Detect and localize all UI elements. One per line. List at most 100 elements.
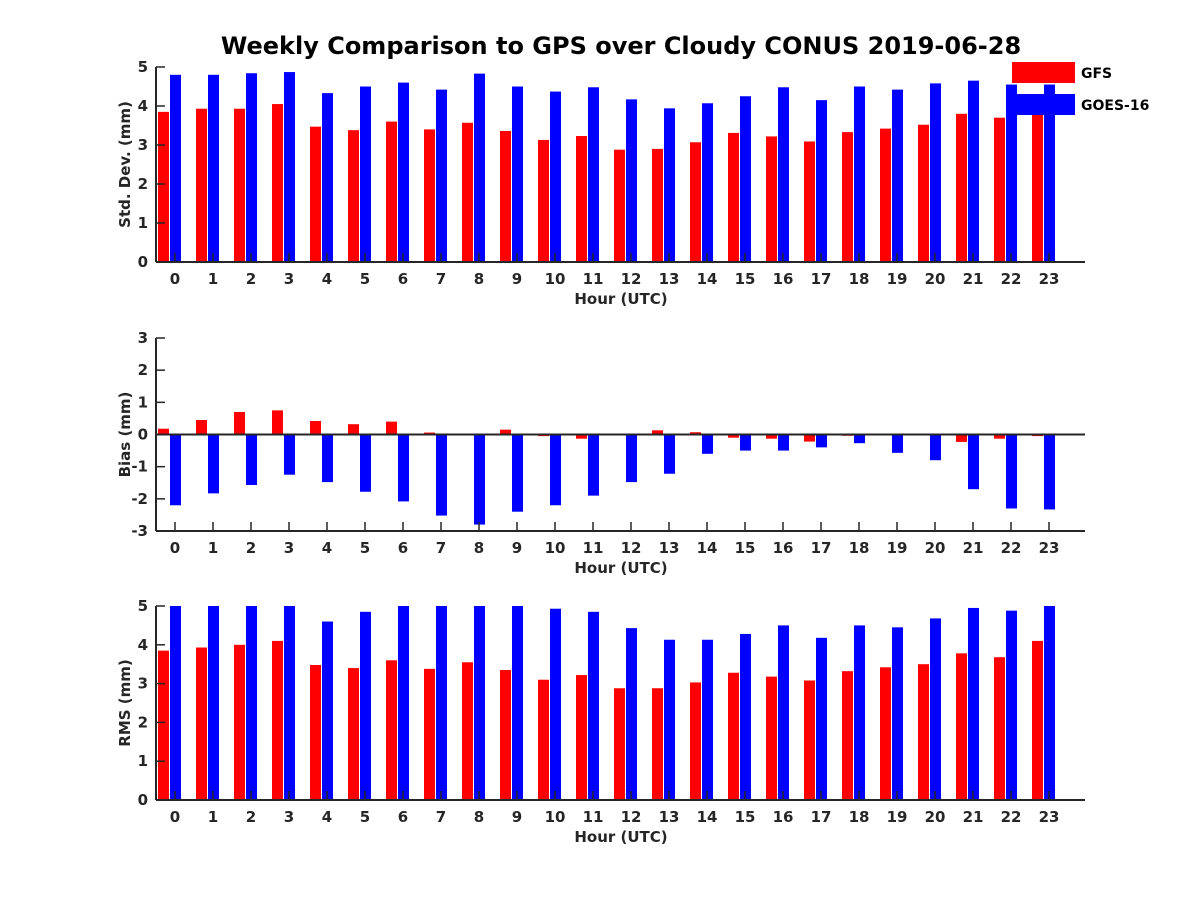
bar-gfs-2 bbox=[234, 108, 245, 262]
x-tick-label: 7 bbox=[436, 270, 446, 288]
bar-gfs-6 bbox=[386, 660, 397, 800]
x-tick-label: 22 bbox=[1001, 808, 1022, 826]
bar-goes-16-20 bbox=[930, 618, 941, 800]
y-tick-label: 3 bbox=[138, 136, 148, 154]
bar-gfs-0 bbox=[158, 111, 169, 262]
bar-gfs-13 bbox=[652, 148, 663, 262]
x-tick-label: 0 bbox=[170, 270, 180, 288]
x-tick-label: 9 bbox=[512, 808, 522, 826]
bar-gfs-21 bbox=[956, 653, 967, 800]
y-tick-label: 5 bbox=[138, 597, 148, 615]
x-tick-label: 11 bbox=[583, 539, 604, 557]
bar-goes-16-2 bbox=[246, 606, 257, 800]
bar-goes-16-10 bbox=[550, 91, 561, 262]
x-tick-label: 8 bbox=[474, 808, 484, 826]
x-tick-label: 10 bbox=[545, 539, 566, 557]
x-tick-label: 16 bbox=[773, 539, 794, 557]
y-tick-label: -2 bbox=[131, 490, 148, 508]
y-tick-label: 1 bbox=[138, 752, 148, 770]
x-axis-label: Hour (UTC) bbox=[574, 828, 667, 846]
bar-goes-16-13 bbox=[664, 434, 675, 474]
bar-goes-16-12 bbox=[626, 99, 637, 263]
x-tick-label: 22 bbox=[1001, 539, 1022, 557]
bar-goes-16-10 bbox=[550, 434, 561, 506]
bar-goes-16-18 bbox=[854, 625, 865, 800]
x-tick-label: 16 bbox=[773, 808, 794, 826]
series-gfs bbox=[158, 104, 1043, 263]
bar-goes-16-22 bbox=[1006, 84, 1017, 262]
x-tick-label: 7 bbox=[436, 808, 446, 826]
x-tick-label: 15 bbox=[735, 539, 756, 557]
x-tick-label: 0 bbox=[170, 808, 180, 826]
y-tick-label: 2 bbox=[138, 175, 148, 193]
x-tick-label: 1 bbox=[208, 808, 218, 826]
bar-goes-16-23 bbox=[1044, 84, 1055, 262]
y-tick-label: 3 bbox=[138, 675, 148, 693]
bar-goes-16-7 bbox=[436, 606, 447, 800]
bar-gfs-11 bbox=[576, 675, 587, 800]
bar-gfs-1 bbox=[196, 108, 207, 262]
x-tick-label: 9 bbox=[512, 539, 522, 557]
x-tick-label: 19 bbox=[887, 808, 908, 826]
bar-gfs-11 bbox=[576, 136, 587, 262]
y-tick-label: 1 bbox=[138, 214, 148, 232]
series-gfs bbox=[158, 640, 1043, 800]
bar-goes-16-16 bbox=[778, 434, 789, 451]
x-tick-label: 13 bbox=[659, 539, 680, 557]
x-tick-label: 4 bbox=[322, 270, 332, 288]
x-tick-label: 10 bbox=[545, 808, 566, 826]
x-tick-label: 19 bbox=[887, 270, 908, 288]
x-tick-label: 2 bbox=[246, 270, 256, 288]
x-tick-label: 11 bbox=[583, 270, 604, 288]
bar-goes-16-21 bbox=[968, 434, 979, 490]
bar-gfs-19 bbox=[880, 128, 891, 262]
bar-goes-16-8 bbox=[474, 606, 485, 800]
x-tick-label: 6 bbox=[398, 270, 408, 288]
x-tick-label: 5 bbox=[360, 270, 370, 288]
bar-goes-16-16 bbox=[778, 87, 789, 262]
bar-gfs-18 bbox=[842, 132, 853, 262]
bar-gfs-16 bbox=[766, 136, 777, 262]
bar-goes-16-5 bbox=[360, 611, 371, 800]
x-tick-label: 16 bbox=[773, 270, 794, 288]
y-tick-label: 3 bbox=[138, 329, 148, 347]
bar-gfs-3 bbox=[272, 410, 283, 435]
bar-gfs-7 bbox=[424, 129, 435, 262]
y-axis-label: RMS (mm) bbox=[116, 659, 134, 746]
bar-gfs-4 bbox=[310, 126, 321, 262]
bar-goes-16-17 bbox=[816, 434, 827, 448]
bar-goes-16-14 bbox=[702, 434, 713, 454]
x-tick-label: 9 bbox=[512, 270, 522, 288]
bar-gfs-10 bbox=[538, 139, 549, 262]
x-tick-label: 13 bbox=[659, 808, 680, 826]
x-axis-label: Hour (UTC) bbox=[574, 559, 667, 577]
bar-goes-16-11 bbox=[588, 434, 599, 496]
bar-gfs-3 bbox=[272, 104, 283, 262]
legend-label-goes-16: GOES-16 bbox=[1081, 98, 1149, 114]
x-tick-label: 18 bbox=[849, 808, 870, 826]
x-axis-label: Hour (UTC) bbox=[574, 290, 667, 308]
y-tick-label: -1 bbox=[131, 458, 148, 476]
bar-goes-16-1 bbox=[208, 606, 219, 800]
bar-goes-16-0 bbox=[170, 434, 181, 506]
bar-gfs-8 bbox=[462, 122, 473, 263]
bar-goes-16-7 bbox=[436, 434, 447, 516]
bar-gfs-2 bbox=[234, 644, 245, 800]
bar-goes-16-20 bbox=[930, 434, 941, 461]
x-tick-label: 23 bbox=[1039, 539, 1060, 557]
bar-goes-16-19 bbox=[892, 89, 903, 263]
y-tick-label: 2 bbox=[138, 361, 148, 379]
y-tick-label: 0 bbox=[138, 426, 148, 444]
x-tick-label: 17 bbox=[811, 808, 832, 826]
x-tick-label: 15 bbox=[735, 808, 756, 826]
x-tick-label: 3 bbox=[284, 270, 294, 288]
x-tick-label: 14 bbox=[697, 539, 718, 557]
bar-goes-16-23 bbox=[1044, 606, 1055, 800]
x-tick-label: 19 bbox=[887, 539, 908, 557]
bar-goes-16-17 bbox=[816, 100, 827, 263]
y-axis-label: Std. Dev. (mm) bbox=[116, 101, 134, 228]
x-tick-label: 4 bbox=[322, 539, 332, 557]
x-tick-label: 1 bbox=[208, 270, 218, 288]
bar-goes-16-22 bbox=[1006, 434, 1017, 509]
bar-goes-16-1 bbox=[208, 74, 219, 262]
